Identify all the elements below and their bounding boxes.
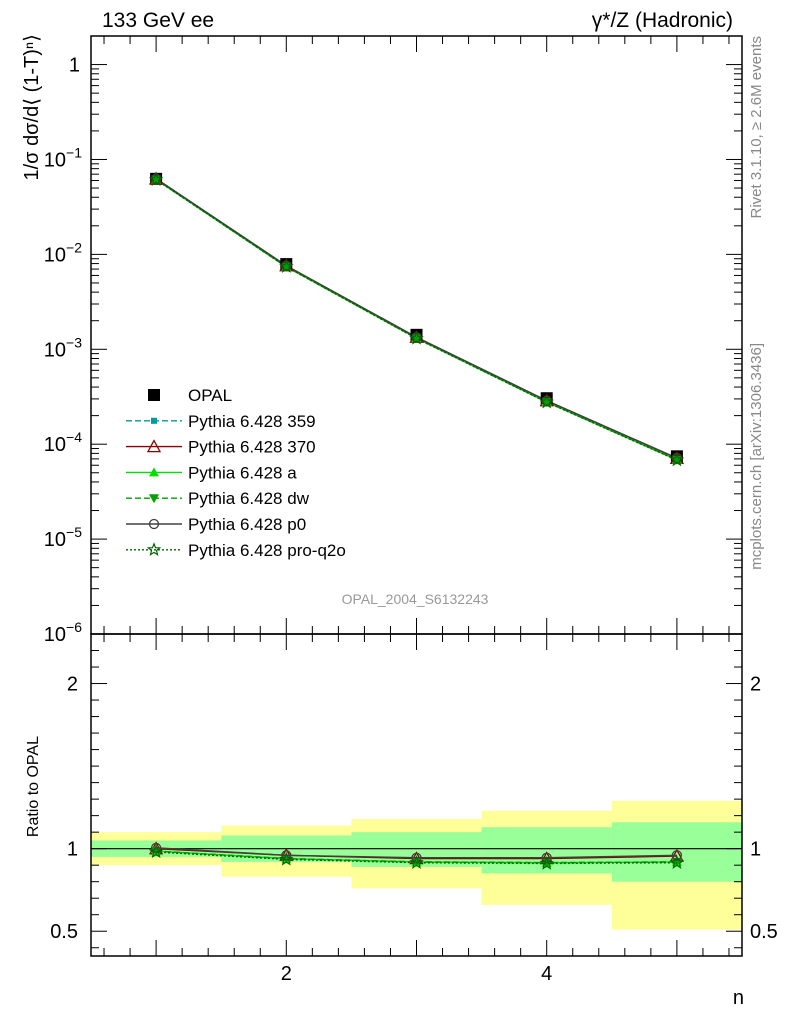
legend-label-p359: Pythia 6.428 359	[188, 412, 316, 431]
legend-marker-pa	[149, 467, 159, 477]
legend-label-p370: Pythia 6.428 370	[188, 438, 316, 457]
main-point-pq2o	[148, 172, 164, 186]
ratio-y-tick-label-right: 2	[750, 674, 761, 696]
ratio-point-pq2o	[148, 844, 164, 859]
uncertainty-band-inner	[611, 822, 742, 882]
main-y-tick-label: 10−5	[44, 524, 82, 551]
energy-label: 133 GeV ee	[102, 9, 214, 32]
legend-label-ref: OPAL	[188, 386, 232, 405]
legend-label-pa: Pythia 6.428 a	[188, 463, 297, 482]
main-y-tick-label: 10−4	[44, 429, 82, 456]
ratio-point-pp0	[541, 852, 552, 863]
main-point-pq2o	[279, 259, 294, 273]
main-point-pq2o	[409, 330, 424, 345]
rivet-label: Rivet 3.1.10, ≥ 2.6M events	[748, 36, 765, 219]
legend-marker-ref	[148, 389, 160, 401]
main-y-tick-label: 10−2	[44, 239, 82, 266]
ratio-x-tick-label: 2	[281, 963, 292, 985]
ratio-y-tick-label-right: 1	[750, 839, 761, 861]
ratio-point-pp0	[281, 850, 292, 861]
ratio-y-tick-label: 0.5	[50, 921, 78, 943]
ratio-y-tick-label: 2	[67, 674, 78, 696]
ratio-y-tick-label: 1	[67, 839, 78, 861]
ratio-series-line-pdw	[156, 850, 677, 864]
main-y-tick-label: 10−1	[44, 144, 82, 171]
legend-marker-p359	[151, 417, 157, 424]
ratio-point-pp0	[671, 850, 683, 861]
main-ylabel: 1/σ dσ/d⟨ (1-T)ⁿ⟩	[21, 34, 43, 181]
ratio-xlabel: n	[733, 987, 744, 1009]
legend-marker-pq2o	[146, 542, 162, 557]
ratio-point-pq2o	[539, 855, 554, 870]
ratio-point-pq2o	[279, 851, 294, 866]
legend-label-pdw: Pythia 6.428 dw	[188, 489, 310, 508]
legend-marker-pp0	[148, 518, 160, 530]
main-point-pq2o	[539, 394, 554, 409]
ratio-point-pq2o	[669, 855, 685, 869]
legend-marker-p370	[146, 439, 162, 453]
main-point-pq2o	[669, 452, 685, 467]
legend-label-pq2o: Pythia 6.428 pro-q2o	[188, 541, 346, 560]
mcplots-label: mcplots.cern.ch [arXiv:1306.3436]	[748, 343, 765, 570]
main-y-tick-label: 1	[69, 55, 80, 77]
analysis-watermark: OPAL_2004_S6132243	[342, 591, 489, 607]
ratio-point-pq2o	[409, 855, 424, 869]
legend-label-pp0: Pythia 6.428 p0	[188, 515, 306, 534]
main-y-tick-label: 10−3	[44, 334, 82, 361]
ratio-series-line-pq2o	[156, 851, 677, 865]
ratio-ylabel: Ratio to OPAL	[25, 736, 42, 837]
ratio-y-tick-label-right: 0.5	[750, 921, 778, 943]
legend-marker-pdw	[149, 494, 159, 504]
ratio-panel-frame	[90, 633, 743, 957]
main-y-tick-label: 10−6	[44, 619, 82, 646]
ratio-x-tick-label: 4	[541, 963, 552, 985]
process-label: γ*/Z (Hadronic)	[592, 9, 733, 32]
